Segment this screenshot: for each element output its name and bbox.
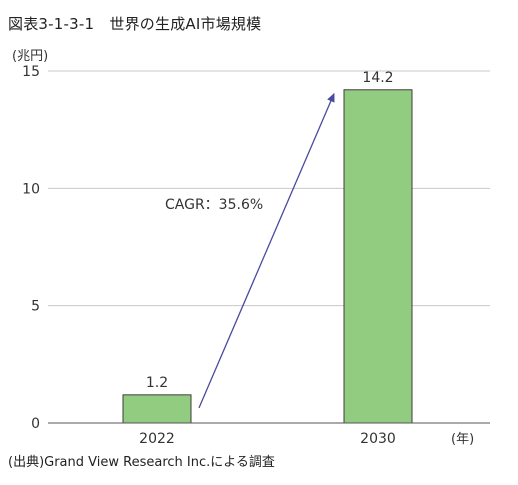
y-tick-label: 0 [31,416,40,432]
growth-arrow [198,92,335,409]
x-axis-unit-label: (年) [451,432,474,447]
gridlines [48,70,490,307]
chart-title: 図表3-1-3-1 世界の生成AI市場規模 [8,15,262,33]
data-label-2022: 1.2 [146,375,168,391]
cagr-annotation: CAGR：35.6% [165,197,263,213]
bar-2030 [343,89,413,424]
data-labels: 1.2 14.2 [146,70,394,391]
y-axis-unit-label: (兆円) [12,49,48,64]
y-tick-label: 5 [31,299,40,315]
bar-2022 [122,394,192,424]
x-axis-ticks: 2022 2030 [139,431,396,447]
x-tick-label-2022: 2022 [139,431,175,447]
y-tick-label: 15 [22,64,40,80]
bars [122,89,413,424]
y-tick-label: 10 [22,181,40,197]
source-note: (出典)Grand View Research Inc.による調査 [8,455,275,470]
data-label-2030: 14.2 [362,70,393,86]
y-axis-ticks: 0 5 10 15 [22,64,40,432]
x-tick-label-2030: 2030 [360,431,396,447]
